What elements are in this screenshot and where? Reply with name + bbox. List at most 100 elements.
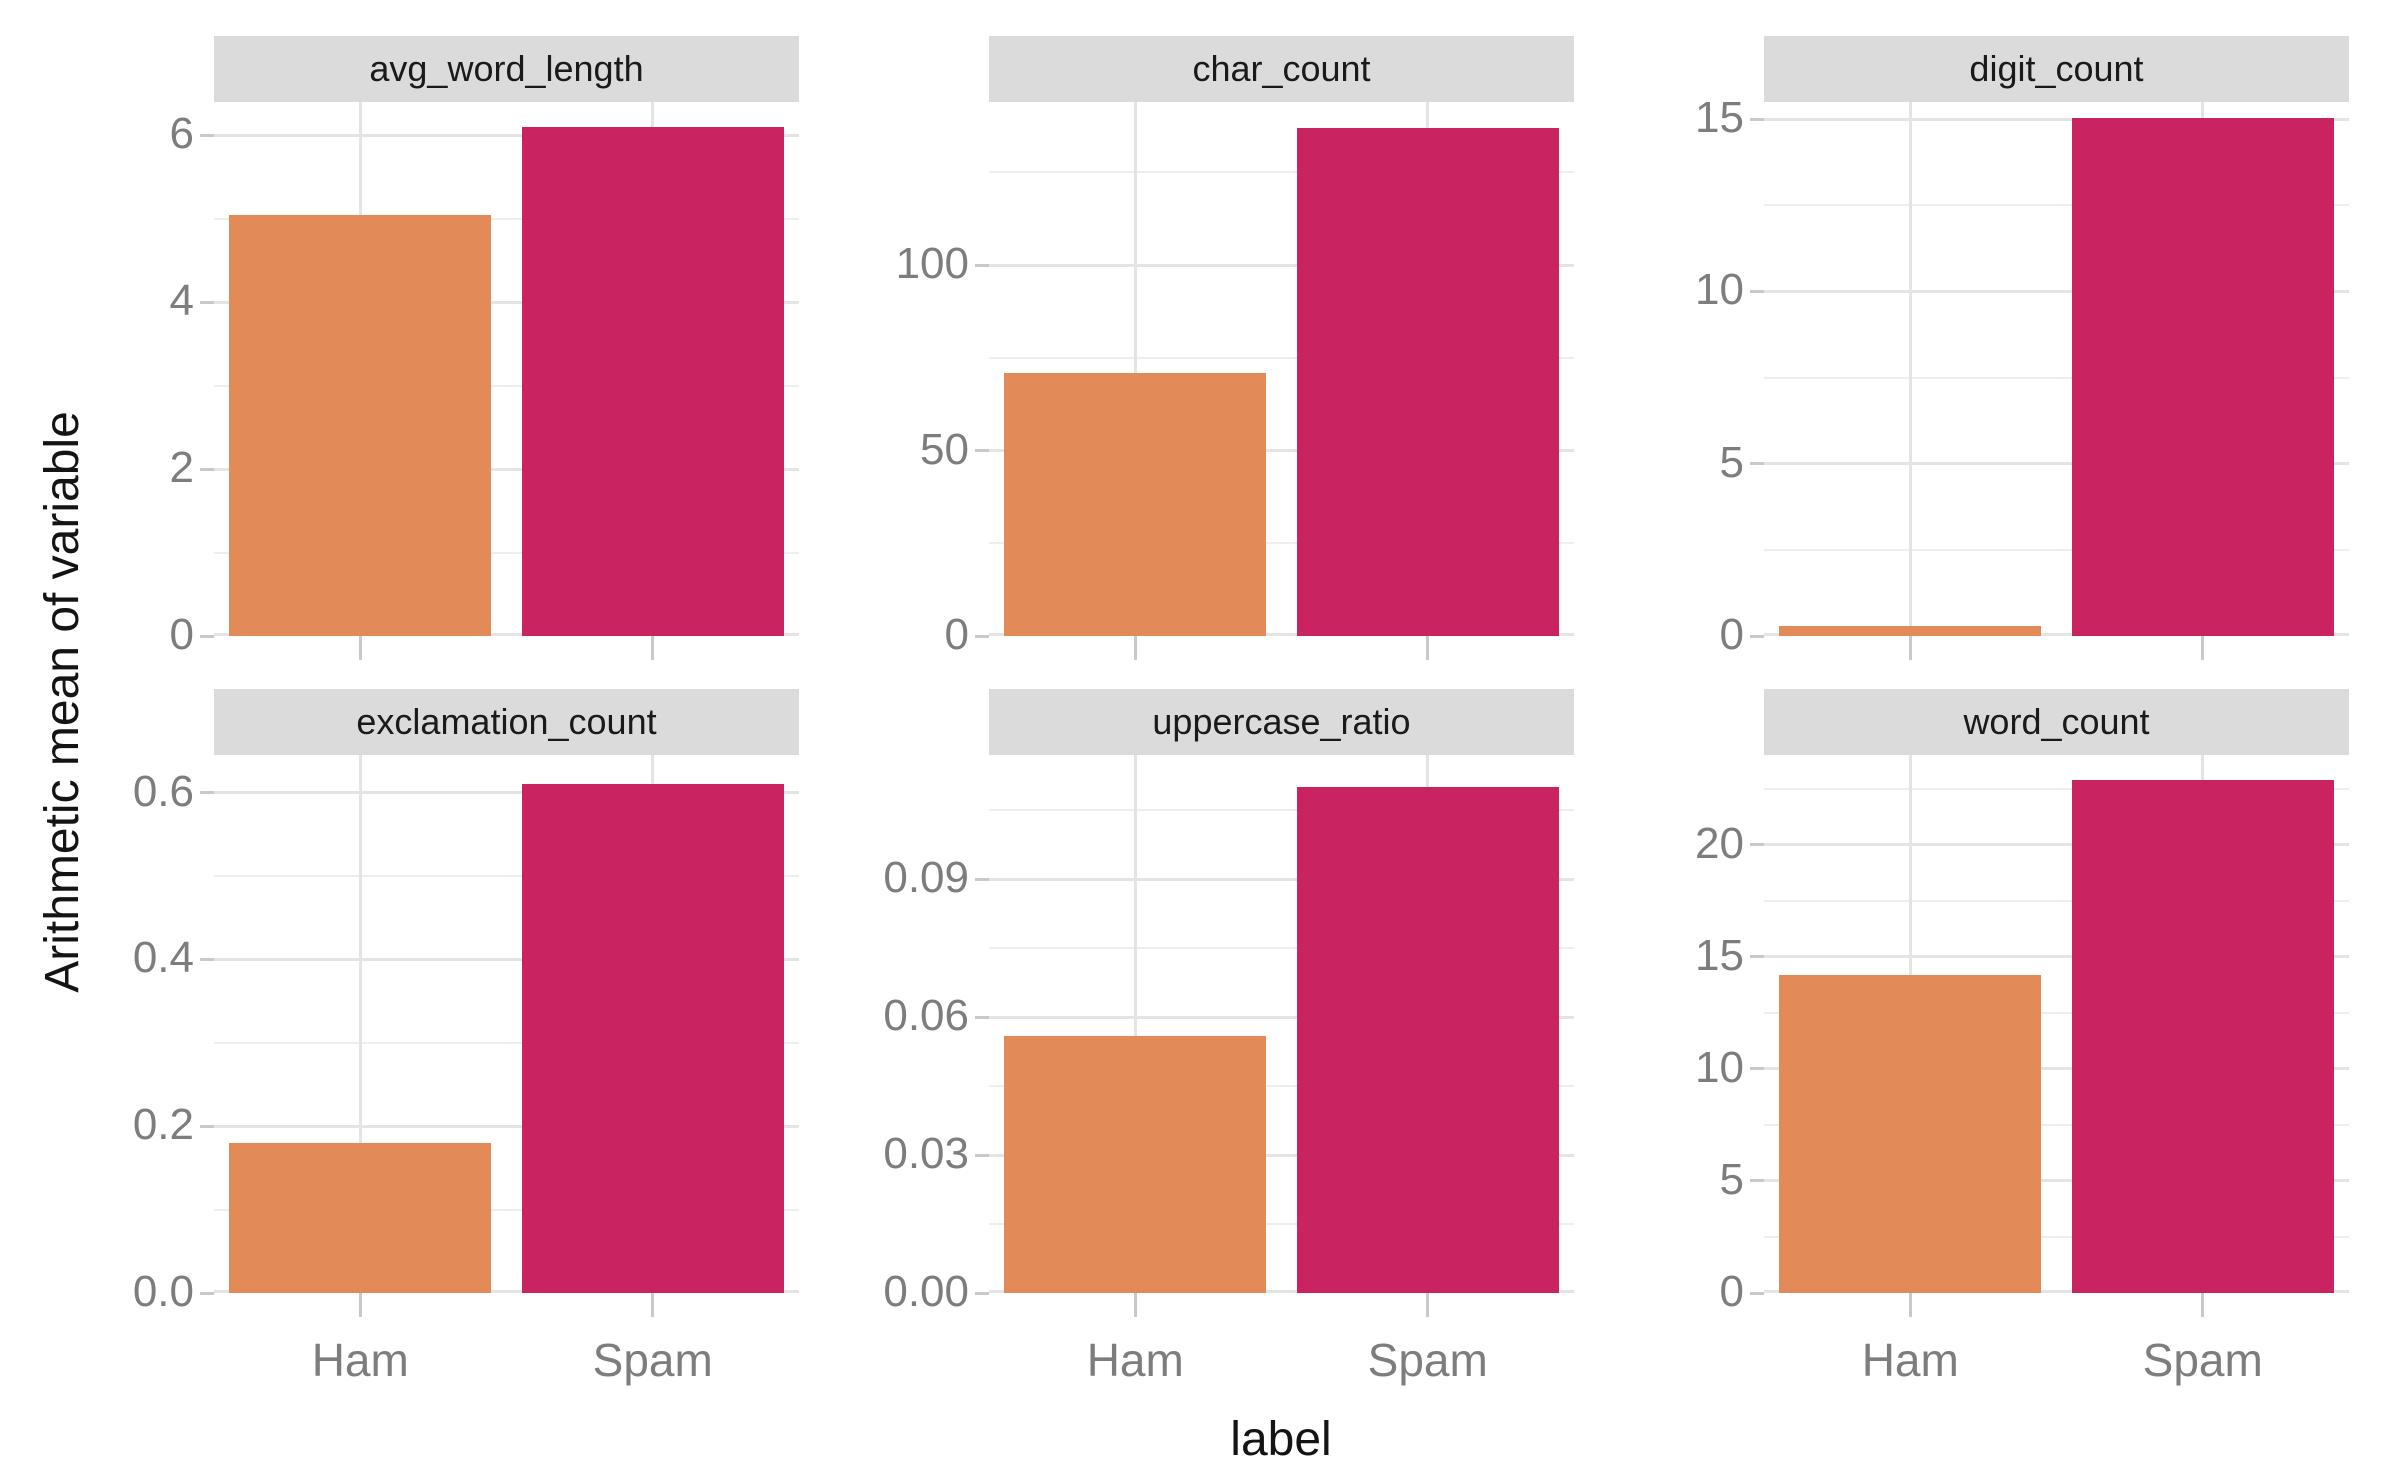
y-tick-mark <box>1750 117 1764 121</box>
gridline-major <box>1764 843 2349 847</box>
gridline-major <box>989 877 1574 881</box>
facet-strip-title: avg_word_length <box>369 48 644 89</box>
x-tick-mark <box>1426 1293 1430 1317</box>
gridline-major <box>214 133 799 137</box>
x-tick-mark <box>1908 1293 1912 1317</box>
y-tick-label: 5 <box>1719 1154 1744 1204</box>
bar-spam <box>1296 787 1559 1293</box>
y-tick-mark <box>975 1153 989 1157</box>
facet-panel <box>989 755 1574 1293</box>
y-tick-label: 5 <box>1719 437 1744 487</box>
gridline-major <box>1764 462 2349 466</box>
y-tick-mark <box>1750 1067 1764 1071</box>
gridline-minor <box>989 809 1574 812</box>
gridline-minor <box>214 384 799 387</box>
gridline-major <box>989 449 1574 453</box>
gridline-minor <box>1764 1011 2349 1014</box>
bar-spam <box>521 784 784 1293</box>
y-tick-label: 0.09 <box>883 853 969 903</box>
gridline-minor <box>989 171 1574 174</box>
x-tick-mark <box>2201 1293 2205 1317</box>
gridline-major <box>1764 955 2349 959</box>
y-tick-mark <box>200 467 214 471</box>
bar-ham <box>229 1142 492 1293</box>
gridline-vertical <box>1133 755 1137 1293</box>
gridline-minor <box>1764 376 2349 379</box>
x-axis-title: label <box>1230 1413 1332 1466</box>
y-tick-mark <box>1750 289 1764 293</box>
x-category-label: Ham <box>1861 1334 1959 1386</box>
facet-panel <box>214 755 799 1293</box>
y-tick-label: 0.0 <box>132 1267 194 1316</box>
facet-strip-title: word_count <box>1963 701 2150 742</box>
x-category-label: Spam <box>2142 1334 2263 1386</box>
x-tick-mark <box>358 636 362 660</box>
gridline-minor <box>989 1223 1574 1226</box>
gridline-minor <box>214 551 799 554</box>
y-tick-mark <box>1750 1291 1764 1295</box>
gridline-major <box>1764 289 2349 293</box>
y-tick-label: 0.6 <box>132 766 194 816</box>
y-tick-label: 20 <box>1695 818 1744 868</box>
facet-panel <box>1764 102 2349 636</box>
y-tick-mark <box>1750 955 1764 959</box>
y-tick-mark <box>975 877 989 881</box>
gridline-minor <box>214 1041 799 1044</box>
gridline-major <box>1764 117 2349 121</box>
facet-panel <box>989 102 1574 636</box>
facet-strip-title: uppercase_ratio <box>1152 701 1411 742</box>
facet-strip: exclamation_count <box>214 689 799 755</box>
gridline-minor <box>1764 899 2349 902</box>
y-tick-label: 10 <box>1695 1042 1744 1092</box>
x-tick-mark <box>651 1293 655 1317</box>
y-tick-label: 2 <box>169 443 194 493</box>
gridline-major <box>214 791 799 795</box>
facet-panel <box>214 102 799 636</box>
x-category-label: Spam <box>592 1334 713 1386</box>
gridline-minor <box>1764 204 2349 207</box>
y-tick-label: 0.03 <box>883 1129 969 1179</box>
gridline-minor <box>214 1208 799 1211</box>
y-tick-label: 0 <box>1719 610 1744 659</box>
y-tick-label: 4 <box>169 276 194 326</box>
facet-strip: avg_word_length <box>214 36 799 102</box>
x-tick-mark <box>1133 1293 1137 1317</box>
y-tick-mark <box>975 449 989 453</box>
y-tick-label: 15 <box>1695 930 1744 980</box>
y-tick-mark <box>975 634 989 638</box>
gridline-minor <box>1764 548 2349 551</box>
y-tick-label: 100 <box>895 239 969 289</box>
y-tick-mark <box>200 1291 214 1295</box>
gridline-minor <box>214 874 799 877</box>
bar-ham <box>1004 372 1267 636</box>
x-category-label: Ham <box>1086 1334 1184 1386</box>
facet-strip-title: digit_count <box>1969 48 2144 89</box>
y-tick-mark <box>200 1124 214 1128</box>
gridline-vertical <box>358 755 362 1293</box>
y-tick-mark <box>1750 634 1764 638</box>
x-tick-mark <box>1426 636 1430 660</box>
bar-ham <box>1779 625 2042 636</box>
x-category-label: Ham <box>311 1334 409 1386</box>
x-tick-mark <box>1133 636 1137 660</box>
y-tick-mark <box>200 133 214 137</box>
facet-strip: uppercase_ratio <box>989 689 1574 755</box>
y-tick-label: 6 <box>169 109 194 159</box>
y-tick-mark <box>975 263 989 267</box>
facet-strip-title: exclamation_count <box>356 701 657 742</box>
gridline-minor <box>989 542 1574 545</box>
gridline-vertical <box>1908 102 1912 636</box>
gridline-minor <box>989 947 1574 950</box>
y-tick-label: 0 <box>944 610 969 659</box>
gridline-major <box>214 467 799 471</box>
gridline-minor <box>989 356 1574 359</box>
y-tick-mark <box>200 300 214 304</box>
gridline-minor <box>214 217 799 220</box>
y-tick-label: 0.00 <box>883 1267 969 1316</box>
gridline-vertical <box>1133 102 1137 636</box>
gridline-major <box>214 1290 799 1293</box>
y-tick-mark <box>975 1291 989 1295</box>
x-category-label: Spam <box>1367 1334 1488 1386</box>
y-tick-label: 0.06 <box>883 991 969 1041</box>
gridline-minor <box>989 1085 1574 1088</box>
